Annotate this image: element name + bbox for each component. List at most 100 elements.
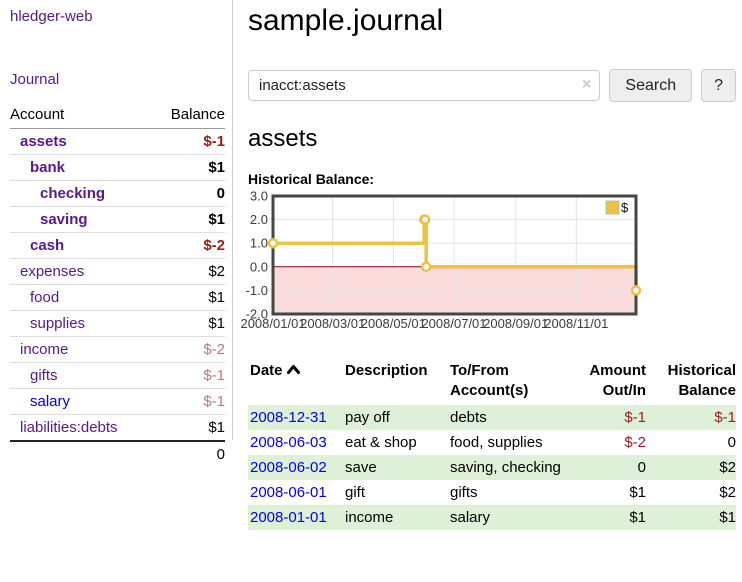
transaction-date-link[interactable]: 2008-12-31 [250,408,327,426]
nav-journal-link[interactable]: Journal [10,71,60,88]
svg-text:2008/11/01: 2008/11/01 [544,316,608,331]
register-row: 2008-06-03 eat & shop food, supplies $-2… [248,430,736,455]
chart-title: Historical Balance: [248,170,375,187]
transaction-balance: $1 [719,508,736,526]
account-link[interactable]: assets [20,133,67,150]
transaction-description: gift [345,483,366,501]
accounts-table: Account Balance assets $-1 bank $1 check… [10,103,225,467]
svg-text:2008/05/01: 2008/05/01 [361,316,426,331]
register-header-balance: Historical Balance [667,361,736,399]
search-input-wrap: × [248,70,601,101]
account-link[interactable]: gifts [30,367,58,384]
sidebar: hledger-web Journal Account Balance asse… [0,0,233,467]
transaction-amount: $1 [629,483,646,501]
account-name-cell: saving [10,206,153,233]
account-link[interactable]: liabilities:debts [20,419,118,436]
account-row: saving $1 [10,206,225,233]
account-balance: 0 [152,180,225,207]
svg-text:2.0: 2.0 [250,212,268,227]
account-link[interactable]: cash [30,237,65,254]
account-link[interactable]: bank [30,159,66,176]
transaction-description: eat & shop [345,433,417,451]
transaction-date-cell: 2008-06-02 [248,455,345,480]
main-content: sample.journal × Search ? assets Histori… [240,0,736,530]
account-row: bank $1 [10,154,225,181]
account-row: supplies $1 [10,310,225,337]
account-name-cell: liabilities:debts [10,414,153,441]
transaction-amount: 0 [637,458,646,476]
svg-text:2008/03/01: 2008/03/01 [300,316,365,331]
account-link[interactable]: expenses [20,263,85,280]
transaction-balance: $2 [719,458,736,476]
account-row: salary $-1 [10,388,225,415]
account-row: expenses $2 [10,258,225,285]
account-balance: $-2 [152,232,225,259]
transaction-date-link[interactable]: 2008-06-03 [250,433,327,451]
account-heading: assets [248,125,318,152]
sort-ascending-icon [286,364,300,374]
transaction-accounts: debts [450,408,487,426]
register-header-row: Date Description To/From Account(s) Amou… [248,359,736,405]
register-row: 2008-06-02 save saving, checking 0 $2 [248,454,736,480]
search-help-button[interactable]: ? [701,69,736,102]
transaction-date-link[interactable]: 2008-06-02 [250,458,327,476]
account-link[interactable]: supplies [30,315,86,332]
register-header-date[interactable]: Date [248,359,345,405]
transaction-description: income [345,508,394,526]
svg-text:2008/07/01: 2008/07/01 [421,316,486,331]
transaction-balance: $2 [719,483,736,501]
transaction-amount: $-1 [624,408,646,426]
account-name-cell: salary [10,388,153,415]
svg-text:2008/01/01: 2008/01/01 [240,316,305,331]
transaction-date-link[interactable]: 2008-01-01 [250,508,327,526]
account-name-cell: expenses [10,258,153,285]
account-balance: $-1 [152,362,225,389]
accounts-header-account: Account [10,103,153,129]
svg-text:3.0: 3.0 [250,188,268,203]
clear-search-icon[interactable]: × [582,76,592,93]
transaction-accounts: gifts [450,483,478,501]
historical-balance-chart: $3.0 2.0 1.0 0.0 -1.0 -2.0 2008/01/01 2008/03/0… [240,188,736,335]
account-link[interactable]: income [20,341,69,358]
page-title: sample.journal [248,4,444,37]
transaction-date-link[interactable]: 2008-06-01 [250,483,327,501]
search-button[interactable]: Search [609,69,693,102]
register-header-description: Description [345,361,428,379]
account-balance: $1 [152,414,225,441]
register-row: 2008-12-31 pay off debts $-1 $-1 [248,404,736,430]
account-name-cell: cash [10,232,153,259]
account-row: cash $-2 [10,232,225,259]
transaction-date-cell: 2008-12-31 [248,405,345,430]
transaction-amount: $-2 [624,433,646,451]
account-name-cell: supplies [10,310,153,337]
account-balance: $-2 [152,336,225,363]
search-input[interactable] [248,70,601,101]
app-title-link[interactable]: hledger-web [10,8,93,25]
account-link[interactable]: food [30,289,60,306]
transaction-description: save [345,458,377,476]
account-name-cell: bank [10,154,153,181]
account-balance: $1 [152,206,225,233]
account-link[interactable]: salary [30,393,71,410]
search-form: × Search ? [248,69,736,102]
account-balance: $1 [152,310,225,337]
account-balance: $-1 [152,388,225,415]
account-row: gifts $-1 [10,362,225,389]
chart-canvas: $3.0 2.0 1.0 0.0 -1.0 -2.02008/01/012008/03/0… [240,188,642,331]
accounts-header-balance: Balance [152,103,225,129]
transaction-amount: $1 [629,508,646,526]
register-header-accounts: To/From Account(s) [450,361,529,399]
account-link[interactable]: saving [40,211,88,228]
svg-text:-1.0: -1.0 [246,282,268,297]
transaction-balance: $-1 [714,408,736,426]
account-row: checking 0 [10,180,225,207]
svg-text:1.0: 1.0 [250,235,268,250]
svg-text:0.0: 0.0 [250,259,268,274]
account-link[interactable]: checking [40,185,106,202]
accounts-total-value: 0 [152,440,225,467]
account-row: income $-2 [10,336,225,363]
svg-text:2008/09/01: 2008/09/01 [483,316,548,331]
accounts-total-row: 0 [10,440,225,467]
account-balance: $-1 [203,133,225,150]
transaction-balance: 0 [727,433,736,451]
